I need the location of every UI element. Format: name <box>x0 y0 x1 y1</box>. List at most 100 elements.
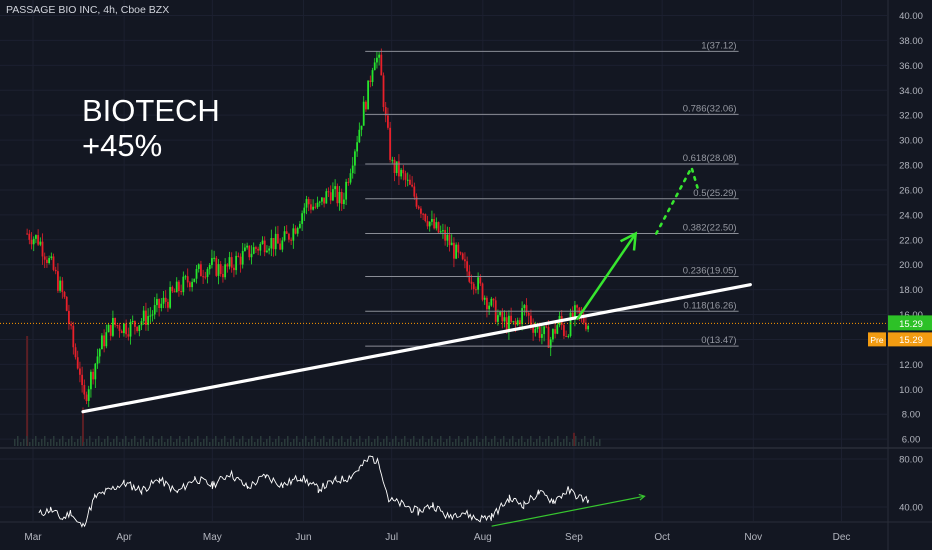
volume-bar <box>230 439 232 446</box>
candle-body <box>519 320 521 325</box>
volume-bar <box>476 436 478 446</box>
volume-bar <box>431 436 433 446</box>
volume-bar <box>26 436 28 446</box>
candle-body <box>101 335 103 350</box>
candle-body <box>426 221 429 227</box>
candle-body <box>120 330 123 334</box>
candle-body <box>283 231 286 241</box>
candle-body <box>219 264 222 274</box>
volume-bar <box>131 439 133 446</box>
volume-bar <box>317 442 319 446</box>
candle-body <box>184 276 187 278</box>
candle-body <box>481 283 484 300</box>
candle-body <box>189 282 191 288</box>
volume-bar <box>212 439 214 446</box>
candle-body <box>371 70 374 82</box>
candle-body <box>149 315 152 317</box>
headline-line-1: BIOTECH <box>82 93 220 128</box>
price-tick-label: 12.00 <box>899 360 923 371</box>
volume-bar <box>71 436 73 446</box>
candle-body <box>26 233 29 235</box>
candle-body <box>362 101 365 126</box>
candle-body <box>270 238 273 249</box>
candle-body <box>448 234 451 246</box>
volume-bar <box>206 436 208 446</box>
candle-body <box>28 233 31 240</box>
candle-body <box>433 218 436 229</box>
volume-bar <box>440 436 442 446</box>
candle-body <box>563 325 565 336</box>
volume-bar <box>395 436 397 446</box>
candle-body <box>499 311 502 316</box>
volume-bar <box>533 442 535 446</box>
candle-body <box>116 325 119 327</box>
volume-bar <box>341 436 343 446</box>
rsi-tick-label: 40.00 <box>899 503 923 514</box>
volume-bar <box>446 439 448 446</box>
volume-bar <box>449 436 451 446</box>
volume-bar <box>266 439 268 446</box>
volume-bar <box>281 442 283 446</box>
volume-bar <box>509 439 511 446</box>
candle-body <box>576 305 579 308</box>
candle-body <box>178 281 180 292</box>
candle-body <box>153 305 156 315</box>
candle-body <box>35 235 37 239</box>
volume-bar <box>77 439 79 446</box>
candle-body <box>316 202 319 208</box>
candle-body <box>239 256 242 265</box>
candle-body <box>369 80 372 82</box>
candle-body <box>523 305 526 309</box>
fib-label: 0.236(19.05) <box>683 266 737 277</box>
candle-body <box>428 221 431 227</box>
candle-body <box>395 161 398 174</box>
volume-bar <box>107 436 109 446</box>
candle-body <box>382 75 385 108</box>
pre-market-tag <box>888 332 932 347</box>
candle-body <box>545 326 548 328</box>
candle-body <box>41 241 44 257</box>
volume-bar <box>554 439 556 446</box>
candle-body <box>191 281 194 288</box>
volume-bar <box>572 439 574 446</box>
candle-body <box>83 385 86 395</box>
volume-bar <box>479 442 481 446</box>
candle-body <box>147 316 150 325</box>
candle-body <box>536 326 539 329</box>
rsi-trendline-arrowhead <box>638 493 646 501</box>
candle-body <box>54 269 57 272</box>
candle-body <box>442 230 444 232</box>
volume-bar <box>83 442 85 446</box>
price-tick-label: 18.00 <box>899 285 923 296</box>
candle-body <box>202 276 205 278</box>
candle-body <box>318 201 321 203</box>
candle-body <box>259 243 262 251</box>
price-tick-label: 38.00 <box>899 36 923 47</box>
volume-bar <box>152 436 154 446</box>
candle-body <box>61 280 64 293</box>
volume-bar <box>368 436 370 446</box>
pre-market-label: 15.29 <box>899 335 923 346</box>
volume-bar <box>380 442 382 446</box>
fib-label: 0.382(22.50) <box>683 223 737 234</box>
volume-bar <box>203 439 205 446</box>
volume-bar <box>254 442 256 446</box>
candle-body <box>503 317 506 322</box>
volume-bar <box>176 439 178 446</box>
volume-bar <box>143 436 145 446</box>
candle-body <box>107 324 110 333</box>
volume-bar <box>557 436 559 446</box>
candle-body <box>160 303 163 308</box>
candle-body <box>444 230 447 241</box>
candle-body <box>488 305 491 310</box>
candle-body <box>345 181 348 200</box>
price-tick-label: 40.00 <box>899 11 923 22</box>
candle-body <box>424 214 427 222</box>
time-tick-label: Aug <box>474 532 492 543</box>
candle-body <box>158 299 161 308</box>
volume-bar <box>416 442 418 446</box>
volume-bar <box>563 439 565 446</box>
candle-body <box>63 292 66 297</box>
volume-bar <box>461 442 463 446</box>
